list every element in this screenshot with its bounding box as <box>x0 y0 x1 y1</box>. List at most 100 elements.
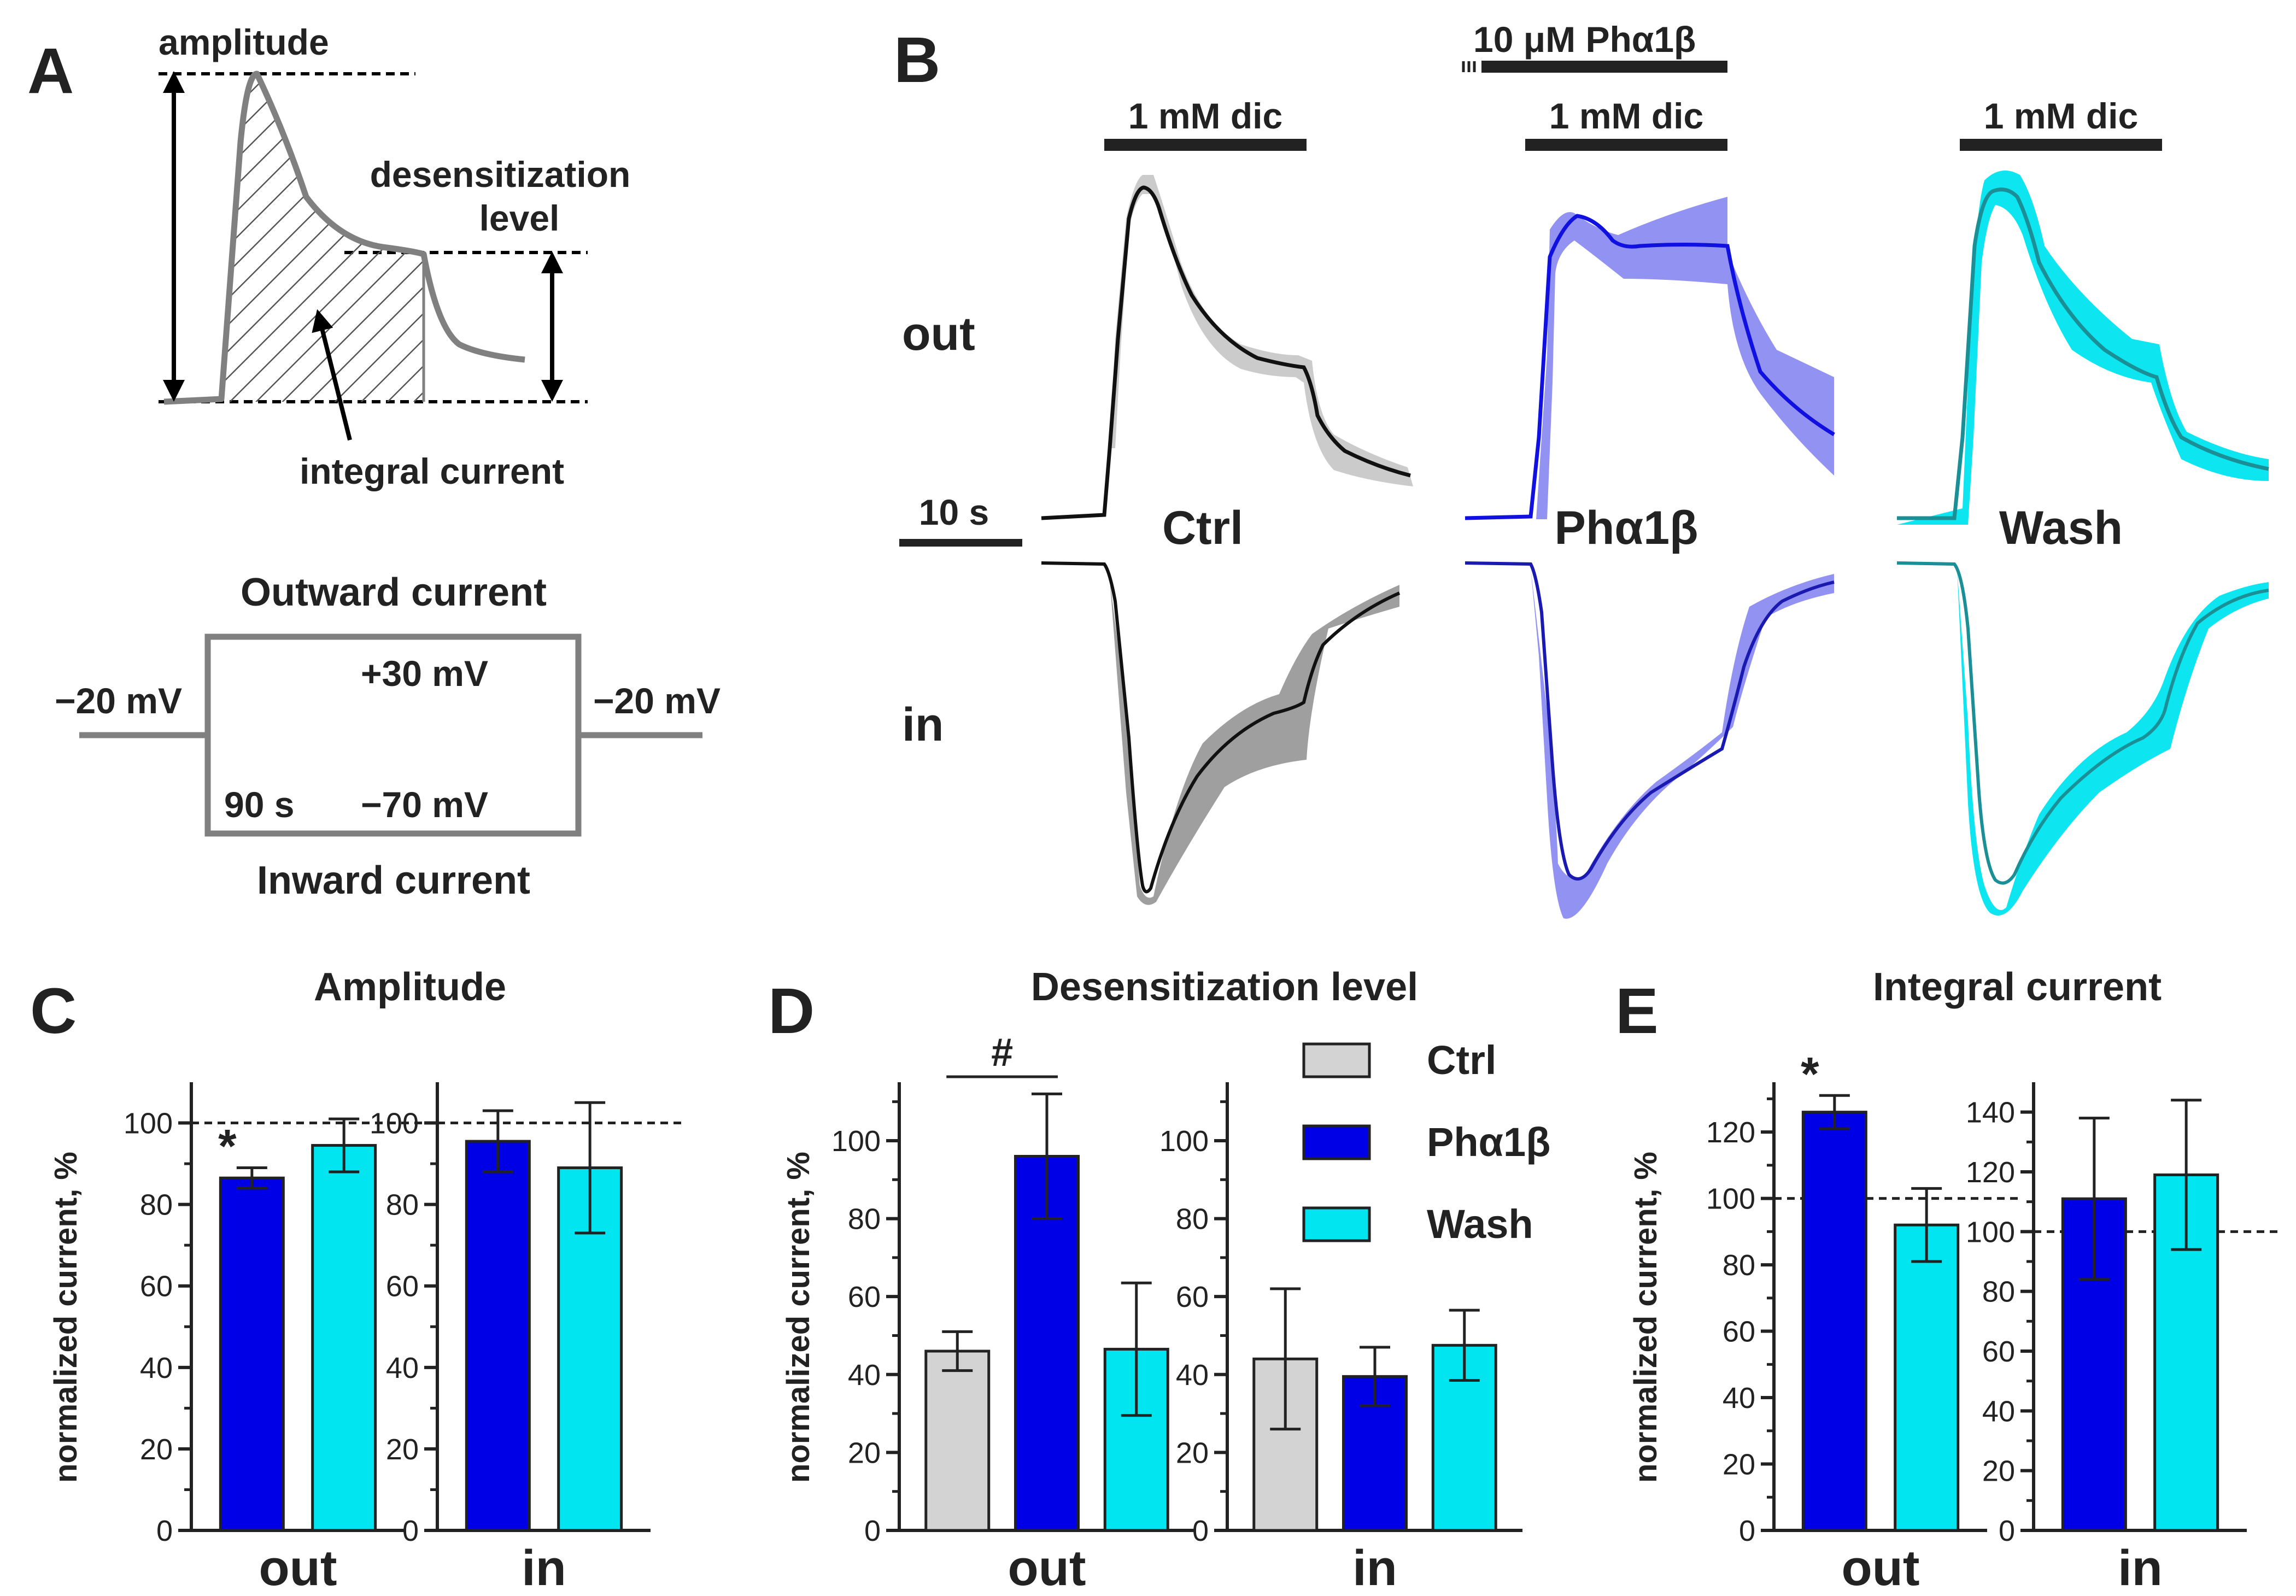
panel-e-out-bar-wash <box>1894 1223 1960 1532</box>
panel-c-in-tick-label: 100 <box>370 1107 419 1140</box>
plus30-label: +30 mV <box>361 653 488 694</box>
panel-e-in-tick-label: 100 <box>1966 1216 2015 1248</box>
dic-label-pha: 1 mM dic <box>1549 96 1703 136</box>
panel-d-out-tick-label: 80 <box>848 1203 881 1236</box>
panel-e-out-tick-label: 80 <box>1723 1249 1755 1282</box>
panel-e-ylabel: normalized current, % <box>1628 1152 1664 1483</box>
panel-e-out-tick-label: 60 <box>1723 1316 1755 1348</box>
panel-d-out-tick-label: 40 <box>848 1359 881 1392</box>
hold-right-label: −20 mV <box>593 680 721 721</box>
panel-d: D Desensitization level normalized curre… <box>768 965 1550 1596</box>
panel-e-in-tick-label: 40 <box>1982 1395 2015 1428</box>
in-band-wash <box>1957 568 2269 916</box>
panel-a-label: A <box>27 35 74 107</box>
panel-c-in-category-label: in <box>522 1540 566 1596</box>
panel-c-label: C <box>30 975 77 1047</box>
panel-d-out-tick-label: 20 <box>848 1436 881 1469</box>
inward-current-label: Inward current <box>257 859 530 902</box>
panel-d-in-tick-label: 20 <box>1176 1436 1209 1469</box>
panel-d-label: D <box>768 975 815 1047</box>
panel-c-out-tick-label: 20 <box>140 1433 173 1466</box>
condition-label-ctrl: Ctrl <box>1162 502 1243 554</box>
in-trace-label: in <box>902 699 944 751</box>
desensitization-label-line2: level <box>479 198 560 238</box>
condition-label-pha: Phα1β <box>1554 502 1698 554</box>
panel-c-in-tick-label: 60 <box>386 1270 419 1303</box>
panel-e-out-tick-label: 40 <box>1723 1382 1755 1415</box>
panel-c-plots: 0 20 40 60 80 100 * out 0 20 40 60 80 100 in <box>124 1082 683 1596</box>
panel-d-in-tick-label: 40 <box>1176 1359 1209 1392</box>
panel-c-out-tick-label: 80 <box>140 1189 173 1222</box>
panel-d-out-tick-label: 0 <box>864 1515 881 1547</box>
amplitude-label: amplitude <box>159 22 329 62</box>
legend: Ctrl Phα1β Wash <box>1302 1037 1550 1247</box>
panel-d-in-category-label: in <box>1352 1540 1397 1596</box>
hold-left-label: −20 mV <box>55 680 182 721</box>
panel-e: E Integral current normalized current, %… <box>1615 965 2280 1596</box>
traces-wash <box>1896 171 2269 916</box>
panel-e-title: Integral current <box>1873 965 2162 1009</box>
legend-swatch-ctrl <box>1302 1042 1371 1078</box>
panel-c-in-bar-pha <box>465 1140 531 1532</box>
panel-d-out-bar-ctrl <box>924 1349 991 1532</box>
panel-d-title: Desensitization level <box>1031 965 1418 1009</box>
panel-e-in-category-label: in <box>2118 1540 2163 1596</box>
legend-label-wash: Wash <box>1427 1201 1533 1247</box>
panel-a: A amplitude desensitization level integr… <box>27 22 721 902</box>
dic-label-wash: 1 mM dic <box>1984 96 2138 136</box>
in-trace-pha <box>1465 561 1835 881</box>
panel-c-out-tick-label: 40 <box>140 1352 173 1384</box>
panel-e-in-tick-label: 120 <box>1966 1156 2015 1189</box>
panel-e-out-category-label: out <box>1841 1540 1919 1596</box>
panel-c-out-category-label: out <box>259 1540 337 1596</box>
panel-e-out-tick-label: 100 <box>1706 1183 1755 1216</box>
traces-pha <box>1465 197 1835 919</box>
panel-e-label: E <box>1615 975 1659 1047</box>
condition-label-wash: Wash <box>1999 502 2123 554</box>
panel-b-label: B <box>894 24 940 96</box>
voltage-protocol-lower <box>204 735 582 837</box>
panel-c-out-tick-label: 100 <box>124 1107 173 1140</box>
panel-e-out-tick-label: 120 <box>1706 1116 1755 1149</box>
schematic-current-trace <box>163 71 525 405</box>
panel-d-out-category-label: out <box>1008 1540 1086 1596</box>
panel-e-in-tick-label: 60 <box>1982 1335 2015 1368</box>
in-trace-ctrl <box>1041 561 1401 894</box>
panel-c-out-bar-wash <box>311 1144 377 1532</box>
integral-area <box>221 74 424 402</box>
panel-d-in-tick-label: 60 <box>1176 1281 1209 1313</box>
duration-label: 90 s <box>224 784 294 825</box>
panel-e-in-tick-label: 20 <box>1982 1455 2015 1488</box>
panel-e-plots: 0 20 40 60 80 100 120 * out 0 20 40 60 80 100 120 140 in <box>1706 1048 2280 1596</box>
minus70-label: −70 mV <box>361 784 488 825</box>
outward-current-label: Outward current <box>241 571 547 614</box>
legend-swatch-pha <box>1302 1124 1371 1160</box>
integral-arrow <box>312 309 352 441</box>
panel-c-out-tick-label: 60 <box>140 1270 173 1303</box>
panel-d-out-significance-mark: # <box>991 1031 1013 1075</box>
panel-d-out-tick-label: 60 <box>848 1281 881 1313</box>
traces-ctrl <box>1041 175 1413 905</box>
panel-e-out-significance-mark: * <box>1801 1048 1819 1100</box>
panel-e-out-tick-label: 0 <box>1739 1515 1755 1547</box>
panel-c-in-tick-label: 0 <box>402 1515 419 1547</box>
panel-c-ylabel: normalized current, % <box>48 1152 84 1483</box>
panel-e-in-tick-label: 140 <box>1966 1096 2015 1129</box>
panel-b: B 10 μM Phα1β 1 mM dic 1 mM dic 1 mM dic… <box>894 19 2269 919</box>
panel-d-in-tick-label: 0 <box>1192 1515 1209 1547</box>
dic-label-ctrl: 1 mM dic <box>1128 96 1282 136</box>
panel-d-ylabel: normalized current, % <box>781 1152 816 1483</box>
legend-label-pha: Phα1β <box>1427 1119 1550 1165</box>
desensitization-label-line1: desensitization <box>370 154 631 195</box>
integral-current-label: integral current <box>300 451 564 491</box>
in-trace-wash <box>1896 561 2269 885</box>
in-band-pha <box>1531 568 1834 919</box>
out-band-ctrl <box>1110 175 1413 486</box>
panel-c: C Amplitude normalized current, % 0 20 40 6… <box>30 965 683 1596</box>
panel-c-in-tick-label: 20 <box>386 1433 419 1466</box>
panel-c-in-tick-label: 40 <box>386 1352 419 1384</box>
voltage-protocol-upper <box>79 633 702 738</box>
panel-d-plots: 0 20 40 60 80 100 # out 0 20 40 60 80 100 in <box>831 1031 1522 1596</box>
panel-e-in-tick-label: 0 <box>1999 1515 2015 1547</box>
